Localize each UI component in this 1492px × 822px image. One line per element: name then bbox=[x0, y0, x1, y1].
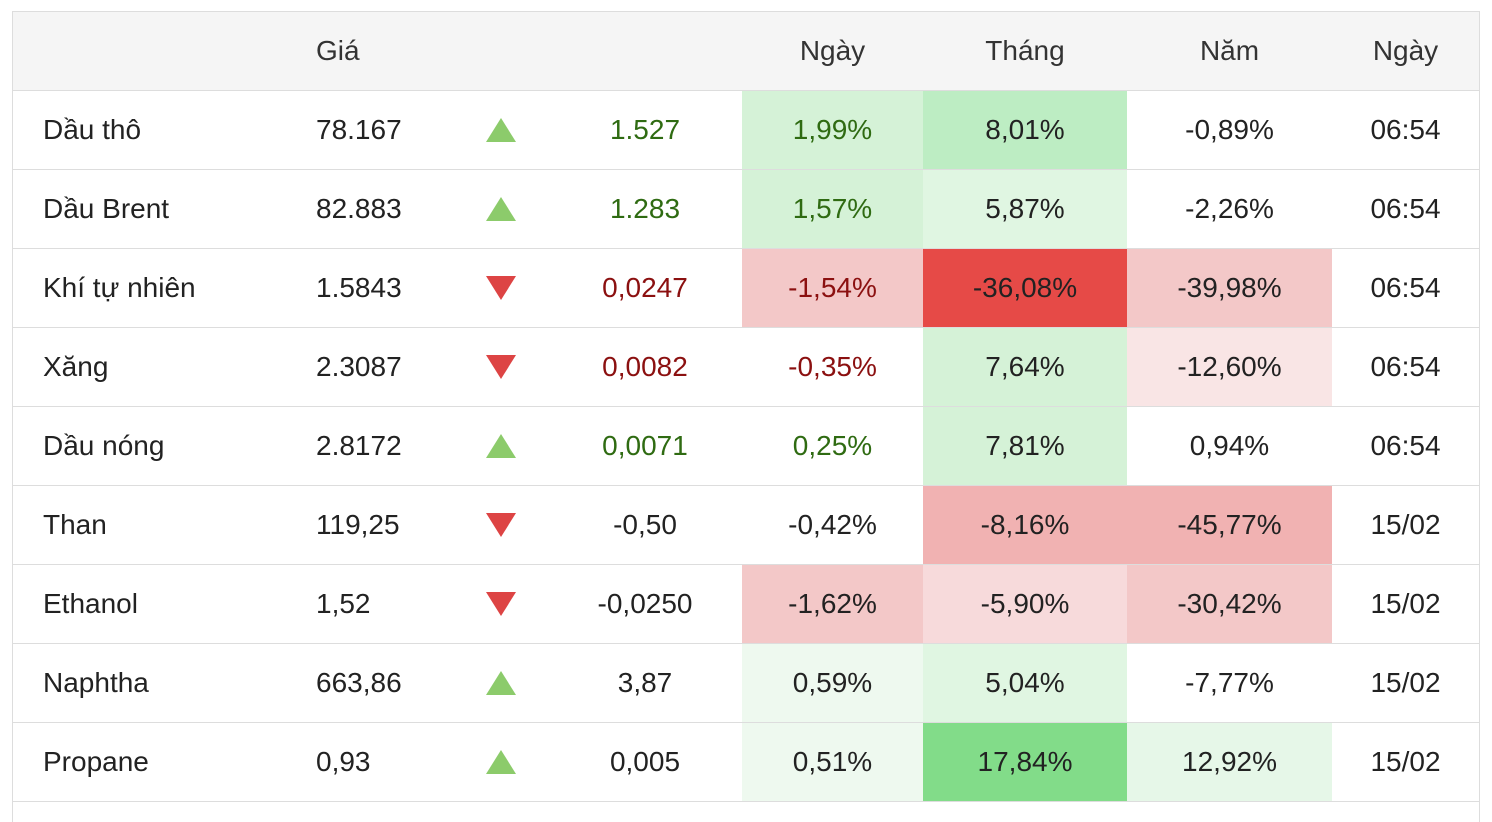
header-time[interactable]: Ngày bbox=[1372, 35, 1439, 66]
change-value: -0,50 bbox=[613, 509, 677, 540]
year-percent: -30,42% bbox=[1127, 565, 1332, 643]
header-year-percent[interactable]: Năm bbox=[1199, 35, 1260, 66]
table-row[interactable]: Dầu thô 78.167 1.527 1,99% 8,01% -0,89% 06:54 bbox=[13, 91, 1479, 170]
trend-arrow bbox=[453, 407, 548, 485]
update-time: 06:54 bbox=[1370, 351, 1441, 382]
triangle-up-icon bbox=[485, 197, 516, 221]
month-percent: 5,87% bbox=[923, 170, 1127, 248]
trend-arrow bbox=[453, 723, 548, 801]
month-percent: -36,08% bbox=[923, 249, 1127, 327]
update-time: 06:54 bbox=[1370, 193, 1441, 224]
table-row[interactable]: Propane 0,93 0,005 0,51% 17,84% 12,92% 15/02 bbox=[13, 723, 1479, 802]
day-percent: 0,25% bbox=[742, 407, 923, 485]
commodity-name-link[interactable]: Ethanol bbox=[43, 588, 138, 619]
trend-arrow bbox=[453, 91, 548, 169]
month-percent: -8,16% bbox=[923, 486, 1127, 564]
day-percent: -1,54% bbox=[742, 249, 923, 327]
price-value: 0,93 bbox=[316, 746, 371, 777]
triangle-down-icon bbox=[485, 513, 516, 537]
commodity-name-link[interactable]: Khí tự nhiên bbox=[43, 272, 196, 303]
update-time: 15/02 bbox=[1370, 667, 1441, 698]
day-percent: -0,35% bbox=[742, 328, 923, 406]
trend-arrow bbox=[453, 249, 548, 327]
month-percent: 7,81% bbox=[923, 407, 1127, 485]
trend-arrow bbox=[453, 170, 548, 248]
year-percent: -12,60% bbox=[1127, 328, 1332, 406]
change-value: 1.283 bbox=[609, 193, 681, 224]
update-time: 06:54 bbox=[1370, 272, 1441, 303]
header-day-percent[interactable]: Ngày bbox=[799, 35, 866, 66]
commodity-name-link[interactable]: Propane bbox=[43, 746, 149, 777]
price-value: 1.5843 bbox=[316, 272, 402, 303]
commodity-name-link[interactable]: Naphtha bbox=[43, 667, 149, 698]
table-row[interactable]: Dầu nóng 2.8172 0,0071 0,25% 7,81% 0,94% 06:54 bbox=[13, 407, 1479, 486]
year-percent: -45,77% bbox=[1127, 486, 1332, 564]
table-row[interactable]: Xăng 2.3087 0,0082 -0,35% 7,64% -12,60% 06:54 bbox=[13, 328, 1479, 407]
day-percent: 0,59% bbox=[742, 644, 923, 722]
month-percent: -5,90% bbox=[923, 565, 1127, 643]
day-percent: 0,51% bbox=[742, 723, 923, 801]
price-value: 2.8172 bbox=[316, 430, 402, 461]
commodity-name-link[interactable]: Xăng bbox=[43, 351, 109, 382]
trend-arrow bbox=[453, 486, 548, 564]
commodity-name-link[interactable]: Dầu nóng bbox=[43, 430, 165, 461]
year-percent: -39,98% bbox=[1127, 249, 1332, 327]
change-value: 3,87 bbox=[617, 667, 673, 698]
price-value: 82.883 bbox=[316, 193, 402, 224]
price-value: 119,25 bbox=[316, 509, 400, 540]
month-percent: 7,64% bbox=[923, 328, 1127, 406]
triangle-up-icon bbox=[485, 750, 516, 774]
month-percent: 8,01% bbox=[923, 91, 1127, 169]
update-time: 06:54 bbox=[1370, 430, 1441, 461]
table-row[interactable]: Than 119,25 -0,50 -0,42% -8,16% -45,77% 15/02 bbox=[13, 486, 1479, 565]
year-percent: 0,94% bbox=[1127, 407, 1332, 485]
table-row[interactable]: Ethanol 1,52 -0,0250 -1,62% -5,90% -30,42% 15/… bbox=[13, 565, 1479, 644]
change-value: 0,005 bbox=[609, 746, 681, 777]
header-name[interactable] bbox=[13, 12, 283, 90]
year-percent: -2,26% bbox=[1127, 170, 1332, 248]
month-percent: 17,84% bbox=[923, 723, 1127, 801]
commodity-name-link[interactable]: Dầu thô bbox=[43, 114, 142, 145]
year-percent: -7,77% bbox=[1127, 644, 1332, 722]
triangle-up-icon bbox=[485, 671, 516, 695]
year-percent: 12,92% bbox=[1127, 723, 1332, 801]
price-value: 1,52 bbox=[316, 588, 371, 619]
price-value: 78.167 bbox=[316, 114, 402, 145]
day-percent: -1,62% bbox=[742, 565, 923, 643]
triangle-up-icon bbox=[485, 118, 516, 142]
change-value: -0,0250 bbox=[597, 588, 693, 619]
change-value: 0,0247 bbox=[602, 272, 688, 303]
header-month-percent[interactable]: Tháng bbox=[985, 35, 1065, 66]
update-time: 06:54 bbox=[1370, 114, 1441, 145]
header-change[interactable] bbox=[548, 12, 742, 90]
table-row[interactable]: Naphtha 663,86 3,87 0,59% 5,04% -7,77% 15/02 bbox=[13, 644, 1479, 723]
triangle-down-icon bbox=[485, 276, 516, 300]
header-price[interactable]: Giá bbox=[316, 35, 360, 66]
table-header: Giá Ngày Tháng Năm Ngày bbox=[13, 12, 1479, 91]
change-value: 1.527 bbox=[609, 114, 681, 145]
commodity-name-link[interactable]: Than bbox=[43, 509, 107, 540]
commodity-table: Giá Ngày Tháng Năm Ngày Dầu thô 78.167 1.5… bbox=[12, 11, 1480, 822]
change-value: 0,0071 bbox=[602, 430, 688, 461]
update-time: 15/02 bbox=[1370, 746, 1441, 777]
day-percent: -0,42% bbox=[742, 486, 923, 564]
triangle-up-icon bbox=[485, 434, 516, 458]
triangle-down-icon bbox=[485, 592, 516, 616]
day-percent: 1,57% bbox=[742, 170, 923, 248]
month-percent: 5,04% bbox=[923, 644, 1127, 722]
trend-arrow bbox=[453, 565, 548, 643]
year-percent: -0,89% bbox=[1127, 91, 1332, 169]
change-value: 0,0082 bbox=[602, 351, 688, 382]
update-time: 15/02 bbox=[1370, 509, 1441, 540]
price-value: 2.3087 bbox=[316, 351, 402, 382]
day-percent: 1,99% bbox=[742, 91, 923, 169]
update-time: 15/02 bbox=[1370, 588, 1441, 619]
commodity-name-link[interactable]: Dầu Brent bbox=[43, 193, 170, 224]
price-value: 663,86 bbox=[316, 667, 402, 698]
triangle-down-icon bbox=[485, 355, 516, 379]
trend-arrow bbox=[453, 328, 548, 406]
table-row[interactable]: Khí tự nhiên 1.5843 0,0247 -1,54% -36,08% -39… bbox=[13, 249, 1479, 328]
table-row[interactable]: Dầu Brent 82.883 1.283 1,57% 5,87% -2,26% 06:5… bbox=[13, 170, 1479, 249]
trend-arrow bbox=[453, 644, 548, 722]
